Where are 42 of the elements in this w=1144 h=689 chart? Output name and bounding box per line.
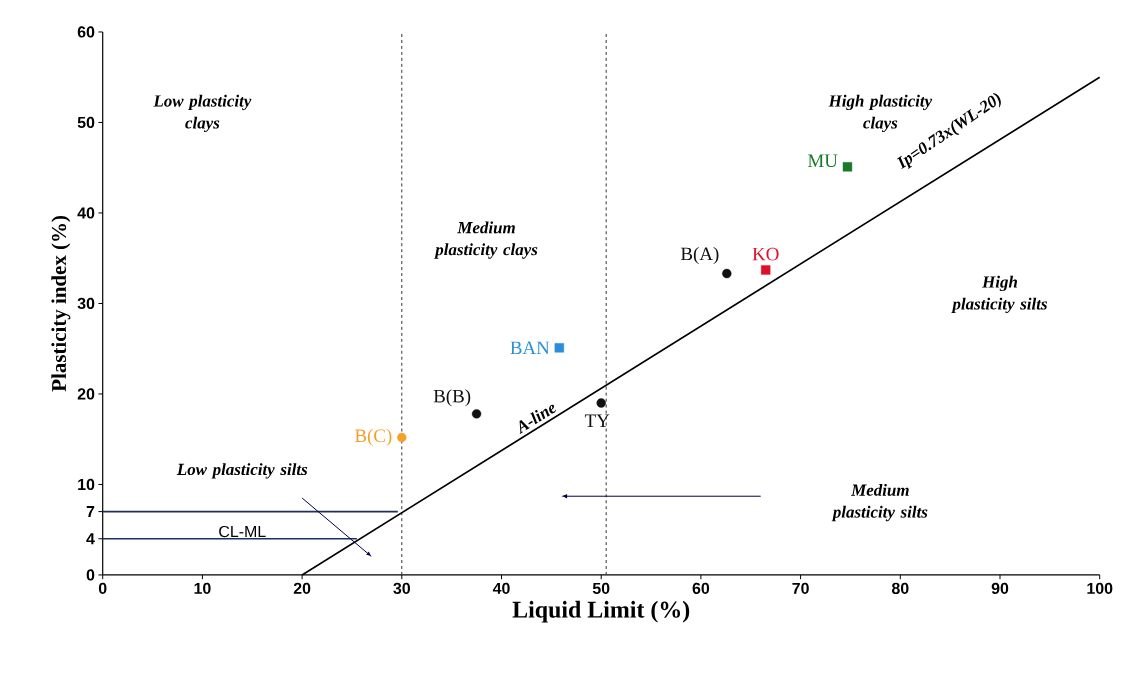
x-tick-label: 30 [393,582,410,595]
x-tick-label: 100 [1087,582,1113,595]
point [554,343,565,353]
series-label: B(A) [680,246,719,265]
annotation: Medium plasticity clays [434,221,538,259]
annotation: Medium plasticity silts [831,483,928,522]
series-label: KO [752,247,779,261]
y-tick-label: 40 [77,207,95,219]
series-label: BAN [510,341,550,355]
annotation: CL-ML [219,525,266,538]
y-tick-label: 4 [86,533,95,545]
x-tick-label: 10 [194,582,211,595]
point [761,265,771,275]
annotation: Low plasticity silts [176,463,308,479]
y-tick-label: 20 [77,388,95,400]
series-label: B(C) [354,428,392,446]
y-axis-title: Plasticity index (%) [51,216,71,392]
series-label: MU [807,154,838,168]
y-tick-label: 50 [77,116,95,129]
y-tick-label: 30 [77,297,95,310]
x-tick-label: 50 [592,582,610,595]
annotation: Low plasticity clays [153,94,252,133]
x-tick-label: 80 [891,582,909,595]
point [842,162,853,172]
x-tick-label: 40 [492,582,510,595]
point [471,409,482,419]
x-axis-title: Liquid Limit (%) [512,600,690,623]
x-tick-label: 70 [792,582,809,595]
point [397,432,407,443]
series-label: TY [584,414,610,427]
point [722,268,732,279]
x-tick-label: 60 [692,582,710,595]
point [596,398,606,408]
y-tick-label: 0 [86,569,95,581]
annotation: High plasticity silts [951,275,1048,314]
x-tick-label: 0 [98,582,107,595]
x-tick-label: 20 [293,582,311,595]
series-label: B(B) [433,389,471,407]
y-tick-label: 7 [86,506,95,518]
y-tick-label: 10 [78,478,95,491]
y-tick-label: 60 [77,26,95,38]
x-tick-label: 90 [991,582,1009,595]
